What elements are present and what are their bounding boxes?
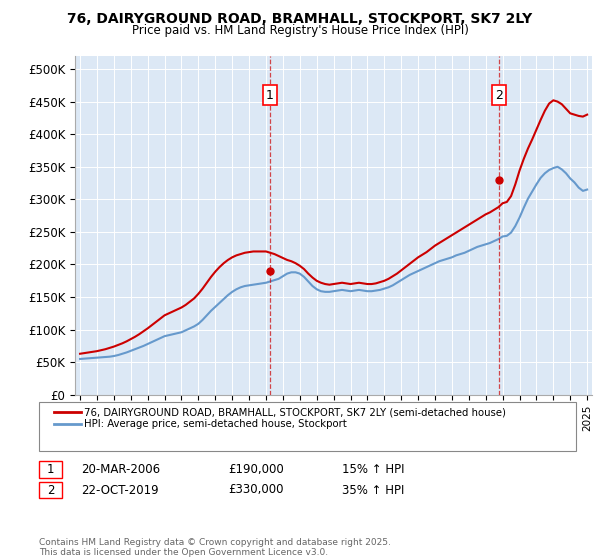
Text: 1: 1 [47, 463, 54, 476]
Text: 2: 2 [47, 483, 54, 497]
Text: 35% ↑ HPI: 35% ↑ HPI [342, 483, 404, 497]
Text: 1: 1 [266, 88, 274, 101]
Text: Price paid vs. HM Land Registry's House Price Index (HPI): Price paid vs. HM Land Registry's House … [131, 24, 469, 36]
Text: £330,000: £330,000 [228, 483, 284, 497]
Text: 20-MAR-2006: 20-MAR-2006 [81, 463, 160, 476]
Text: £190,000: £190,000 [228, 463, 284, 476]
Text: HPI: Average price, semi-detached house, Stockport: HPI: Average price, semi-detached house,… [84, 419, 347, 430]
Text: 15% ↑ HPI: 15% ↑ HPI [342, 463, 404, 476]
Text: 76, DAIRYGROUND ROAD, BRAMHALL, STOCKPORT, SK7 2LY: 76, DAIRYGROUND ROAD, BRAMHALL, STOCKPOR… [67, 12, 533, 26]
Text: 76, DAIRYGROUND ROAD, BRAMHALL, STOCKPORT, SK7 2LY (semi-detached house): 76, DAIRYGROUND ROAD, BRAMHALL, STOCKPOR… [84, 407, 506, 417]
Text: 22-OCT-2019: 22-OCT-2019 [81, 483, 158, 497]
Text: 2: 2 [496, 88, 503, 101]
Text: Contains HM Land Registry data © Crown copyright and database right 2025.
This d: Contains HM Land Registry data © Crown c… [39, 538, 391, 557]
